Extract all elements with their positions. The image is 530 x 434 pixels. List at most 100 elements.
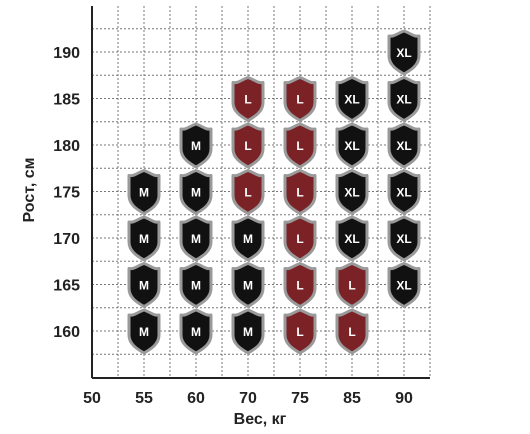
size-badge-xl: XL [387,29,421,76]
size-badge-xl: XL [335,76,369,122]
size-label: L [348,279,355,293]
shield-icon [231,262,265,308]
size-label: L [244,93,251,107]
y-tick-label: 175 [53,185,80,202]
size-label: XL [396,93,411,107]
size-label: XL [344,139,359,153]
size-label: M [243,325,253,339]
size-badge-l: L [335,308,369,355]
shield-icon [231,76,265,122]
shield-icon [231,215,265,262]
size-badge-l: L [231,169,265,215]
size-badge-xl: XL [387,262,421,308]
size-label: M [191,139,201,153]
shield-icon [283,169,317,215]
x-tick-label: 60 [187,390,205,407]
x-tick-labels: 50 55 60 70 75 85 90 [83,390,413,407]
shield-icon [283,262,317,308]
shield-icon [283,122,317,169]
size-label: M [191,232,201,246]
size-label: XL [344,93,359,107]
size-label: XL [344,186,359,200]
size-badge-l: L [231,122,265,169]
size-badge-m: M [127,308,161,355]
shield-icon [231,122,265,169]
size-label: XL [396,279,411,293]
x-tick-label: 70 [239,390,257,407]
shield-icon [387,215,421,262]
size-badge-l: L [283,262,317,308]
size-badge-m: M [179,262,213,308]
x-tick-label: 50 [83,390,101,407]
shield-icon [335,169,369,215]
shield-icon [335,215,369,262]
size-label: M [139,232,149,246]
x-tick-label: 55 [135,390,153,407]
shield-icon [283,308,317,355]
size-label: XL [344,232,359,246]
size-badge-xl: XL [335,122,369,169]
size-badge-m: M [179,169,213,215]
size-label: L [296,325,303,339]
shield-icon [231,169,265,215]
size-label: L [296,139,303,153]
shield-icon [127,262,161,308]
shield-icon [387,29,421,76]
size-badge-l: L [283,122,317,169]
size-badge-m: M [127,262,161,308]
size-badge-xl: XL [335,169,369,215]
size-label: M [191,279,201,293]
size-badge-m: M [179,308,213,355]
x-axis-label: Вес, кг [234,411,287,428]
x-tick-label: 75 [291,390,309,407]
shield-icon [179,122,213,169]
size-label: M [139,279,149,293]
size-badge-m: M [231,215,265,262]
size-label: M [243,232,253,246]
size-badge-m: M [127,215,161,262]
size-badges: M M M M M M M M M M M M L L L L L L L L L L L XL XL XL XL XL XL XL XL X… [127,29,421,355]
shield-icon [283,215,317,262]
shield-icon [387,122,421,169]
size-label: XL [396,46,411,60]
size-label: M [139,186,149,200]
size-badge-m: M [231,308,265,355]
y-tick-label: 165 [53,278,80,295]
shield-icon [335,308,369,355]
size-label: XL [396,186,411,200]
x-tick-label: 90 [395,390,413,407]
x-tick-label: 85 [343,390,361,407]
y-tick-labels: 160 165 170 175 180 185 190 [53,45,80,341]
shield-icon [127,308,161,355]
size-badge-m: M [127,169,161,215]
size-label: XL [396,232,411,246]
size-label: M [191,325,201,339]
shield-icon [387,76,421,122]
size-label: L [348,325,355,339]
size-badge-l: L [231,76,265,122]
size-label: L [244,139,251,153]
size-badge-xl: XL [387,76,421,122]
size-badge-xl: XL [387,215,421,262]
size-label: M [139,325,149,339]
size-badge-m: M [179,122,213,169]
size-badge-m: M [179,215,213,262]
size-badge-l: L [283,308,317,355]
y-tick-label: 185 [53,92,80,109]
size-badge-l: L [283,76,317,122]
y-tick-label: 160 [53,324,80,341]
size-badge-xl: XL [335,215,369,262]
size-label: L [244,186,251,200]
size-label: M [243,279,253,293]
shield-icon [335,76,369,122]
y-tick-label: 170 [53,231,80,248]
shield-icon [387,169,421,215]
shield-icon [179,262,213,308]
shield-icon [231,308,265,355]
shield-icon [179,308,213,355]
size-label: L [296,93,303,107]
size-label: XL [396,139,411,153]
shield-icon [335,262,369,308]
size-badge-l: L [335,262,369,308]
